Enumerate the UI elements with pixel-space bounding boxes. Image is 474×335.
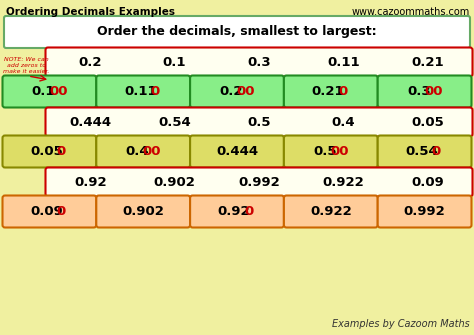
Text: 0.922: 0.922: [322, 176, 365, 189]
Text: 0.05: 0.05: [30, 145, 63, 158]
Text: 0.54: 0.54: [405, 145, 438, 158]
Text: 0.11: 0.11: [327, 56, 360, 68]
Text: 0: 0: [56, 145, 66, 158]
Text: 0.1: 0.1: [163, 56, 186, 68]
Text: 0.902: 0.902: [154, 176, 196, 189]
Text: 0.09: 0.09: [30, 205, 63, 218]
FancyBboxPatch shape: [4, 16, 470, 48]
FancyBboxPatch shape: [284, 196, 378, 227]
Text: Ordering Decimals Examples: Ordering Decimals Examples: [6, 7, 175, 17]
FancyBboxPatch shape: [284, 75, 378, 108]
Text: 0.444: 0.444: [69, 116, 111, 129]
Text: 0.444: 0.444: [216, 145, 258, 158]
Text: 00: 00: [330, 145, 349, 158]
Text: NOTE: We can
add zeros to
make it easier.: NOTE: We can add zeros to make it easier…: [3, 57, 49, 74]
FancyBboxPatch shape: [96, 196, 190, 227]
Text: 0.3: 0.3: [247, 56, 271, 68]
FancyBboxPatch shape: [190, 196, 284, 227]
Text: www.cazoommaths.com: www.cazoommaths.com: [352, 7, 470, 17]
Text: 0.992: 0.992: [238, 176, 280, 189]
Text: 0.4: 0.4: [332, 116, 355, 129]
Text: 0.4: 0.4: [126, 145, 149, 158]
Text: 0.2: 0.2: [219, 85, 243, 98]
FancyBboxPatch shape: [46, 48, 473, 76]
Text: 00: 00: [49, 85, 67, 98]
Text: 0: 0: [338, 85, 347, 98]
Text: 0.3: 0.3: [407, 85, 430, 98]
FancyBboxPatch shape: [378, 196, 472, 227]
Text: 0: 0: [150, 85, 160, 98]
FancyBboxPatch shape: [96, 135, 190, 168]
Text: Examples by Cazoom Maths: Examples by Cazoom Maths: [332, 319, 470, 329]
Text: 00: 00: [424, 85, 443, 98]
Text: 0: 0: [244, 205, 254, 218]
Text: 0.21: 0.21: [311, 85, 344, 98]
FancyBboxPatch shape: [378, 75, 472, 108]
FancyBboxPatch shape: [2, 75, 96, 108]
FancyBboxPatch shape: [190, 135, 284, 168]
Text: 0.05: 0.05: [411, 116, 444, 129]
Text: 0.902: 0.902: [122, 205, 164, 218]
Text: 00: 00: [143, 145, 161, 158]
Text: 0: 0: [56, 205, 66, 218]
Text: 0.2: 0.2: [79, 56, 102, 68]
Text: 0.5: 0.5: [313, 145, 337, 158]
Text: 0.92: 0.92: [218, 205, 250, 218]
Text: 0.21: 0.21: [411, 56, 444, 68]
Text: 0.92: 0.92: [74, 176, 107, 189]
FancyBboxPatch shape: [2, 135, 96, 168]
Text: 0.54: 0.54: [158, 116, 191, 129]
Text: Order the decimals, smallest to largest:: Order the decimals, smallest to largest:: [97, 25, 377, 39]
FancyBboxPatch shape: [46, 108, 473, 136]
FancyBboxPatch shape: [190, 75, 284, 108]
Text: 00: 00: [237, 85, 255, 98]
FancyBboxPatch shape: [284, 135, 378, 168]
FancyBboxPatch shape: [96, 75, 190, 108]
Text: 0.11: 0.11: [124, 85, 156, 98]
FancyBboxPatch shape: [2, 196, 96, 227]
FancyBboxPatch shape: [378, 135, 472, 168]
Text: 0: 0: [432, 145, 441, 158]
Text: 0.992: 0.992: [404, 205, 446, 218]
Text: 0.1: 0.1: [32, 85, 55, 98]
FancyBboxPatch shape: [46, 168, 473, 197]
Text: 0.922: 0.922: [310, 205, 352, 218]
Text: 0.09: 0.09: [411, 176, 444, 189]
Text: 0.5: 0.5: [247, 116, 271, 129]
